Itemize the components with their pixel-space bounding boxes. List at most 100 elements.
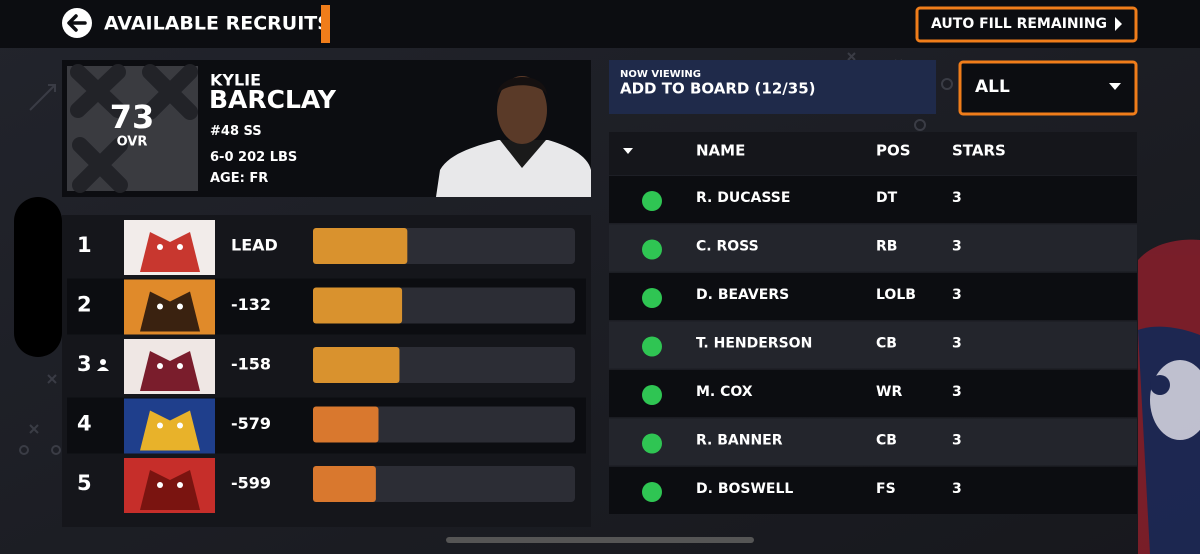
- auto-fill-label: AUTO FILL REMAINING: [931, 16, 1107, 32]
- logo-face: [140, 470, 200, 510]
- school-row[interactable]: 4 -579: [67, 397, 586, 454]
- auto-fill-button[interactable]: AUTO FILL REMAINING: [915, 6, 1138, 43]
- logo-face: [140, 291, 200, 332]
- logo-eye: [177, 482, 183, 488]
- school-row[interactable]: 2 -132: [67, 278, 586, 335]
- player-age: AGE: FR: [210, 171, 268, 186]
- recruit-stars: 3: [952, 190, 962, 206]
- logo-eye: [177, 363, 183, 369]
- logo-face: [140, 232, 200, 272]
- recruit-stars: 3: [952, 287, 962, 303]
- schools-list: 1 LEAD 2 -132 3 -158 4 -579 5 -599: [67, 220, 586, 513]
- row-bg: [609, 370, 1137, 417]
- user-school-icon: [97, 359, 109, 371]
- recruit-name: T. HENDERSON: [696, 336, 812, 352]
- player-photo: [436, 76, 591, 197]
- status-dot: [642, 336, 662, 357]
- school-rank: 5: [77, 471, 92, 495]
- recruit-position: FS: [876, 481, 896, 497]
- recruit-stars: 3: [952, 481, 962, 497]
- recruit-row[interactable]: D. BOSWELL FS 3: [609, 467, 1137, 514]
- column-header[interactable]: NAME: [696, 142, 745, 160]
- recruit-position: LOLB: [876, 287, 916, 303]
- school-logo: [124, 398, 215, 454]
- recruit-row[interactable]: R. DUCASSE DT 3: [609, 176, 1137, 223]
- mascot-decoration: [1138, 239, 1200, 554]
- status-dot: [642, 288, 662, 308]
- ovr-value: 73: [110, 98, 155, 136]
- school-rank: 2: [77, 293, 92, 317]
- recruit-position: DT: [876, 190, 898, 206]
- school-logo: [124, 458, 215, 513]
- status-dot: [642, 385, 662, 405]
- school-status: LEAD: [231, 236, 278, 255]
- logo-eye: [157, 244, 163, 250]
- player-info: #48 SS: [210, 124, 262, 139]
- interest-track: [313, 466, 575, 502]
- recruit-row[interactable]: M. COX WR 3: [609, 370, 1137, 417]
- status-dot: [642, 433, 662, 454]
- recruit-row[interactable]: T. HENDERSON CB 3: [609, 321, 1137, 369]
- player-size: 6-0 202 LBS: [210, 150, 297, 165]
- row-bg: [609, 321, 1137, 369]
- home-indicator: [446, 537, 754, 543]
- school-rank: 3: [77, 352, 92, 376]
- side-handle: [14, 197, 62, 357]
- school-status: -158: [231, 355, 271, 374]
- position: SS: [244, 124, 262, 139]
- sort-toggle[interactable]: [623, 148, 633, 154]
- row-bg: [609, 273, 1137, 320]
- last-name: BARCLAY: [209, 85, 337, 114]
- now-viewing[interactable]: NOW VIEWING ADD TO BOARD (12/35): [609, 60, 936, 114]
- ovr-pattern: [70, 64, 198, 193]
- school-row[interactable]: 3 -158: [77, 339, 575, 394]
- status-dot: [642, 239, 662, 260]
- status-dot: [642, 482, 662, 502]
- recruit-row[interactable]: C. ROSS RB 3: [609, 224, 1137, 272]
- school-row[interactable]: 1 LEAD: [77, 220, 575, 275]
- recruit-name: R. BANNER: [696, 433, 783, 449]
- jersey: #48: [210, 124, 239, 139]
- recruit-name: M. COX: [696, 384, 753, 400]
- school-rank: 1: [77, 233, 92, 257]
- recruit-position: CB: [876, 336, 897, 352]
- ovr-label: OVR: [117, 135, 148, 150]
- row-bg: [609, 224, 1137, 272]
- back-button[interactable]: [62, 8, 92, 38]
- interest-bar: [313, 466, 376, 502]
- recruit-row[interactable]: R. BANNER CB 3: [609, 418, 1137, 466]
- row-bg: [609, 418, 1137, 466]
- screen-title: AVAILABLE RECRUITS: [104, 13, 331, 35]
- school-status: -579: [231, 414, 271, 433]
- status-dot: [642, 191, 662, 211]
- age: FR: [249, 171, 268, 186]
- row-bg: [609, 467, 1137, 514]
- logo-face: [140, 410, 200, 451]
- school-status: -599: [231, 474, 271, 493]
- recruit-position: CB: [876, 433, 897, 449]
- recruit-position: RB: [876, 239, 897, 255]
- school-rank: 4: [77, 412, 92, 436]
- column-header[interactable]: POS: [876, 142, 911, 160]
- recruit-stars: 3: [952, 336, 962, 352]
- recruit-stars: 3: [952, 384, 962, 400]
- recruit-name: C. ROSS: [696, 239, 759, 255]
- column-header[interactable]: STARS: [952, 142, 1006, 160]
- first-name: KYLIE: [210, 71, 261, 90]
- filter-dropdown[interactable]: ALL: [958, 60, 1138, 116]
- school-row[interactable]: 5 -599: [77, 458, 575, 513]
- recruit-row[interactable]: D. BEAVERS LOLB 3: [609, 273, 1137, 320]
- logo-eye: [177, 244, 183, 250]
- school-logo: [124, 220, 215, 275]
- logo-face: [140, 351, 200, 391]
- logo-eye: [157, 482, 163, 488]
- school-logo: [124, 279, 215, 335]
- interest-bar: [313, 287, 403, 324]
- playbook-decoration: [19, 52, 953, 455]
- interest-bar: [313, 228, 408, 264]
- icon-head: [100, 359, 106, 365]
- school-logo: [124, 339, 215, 394]
- table-header: [609, 132, 1137, 175]
